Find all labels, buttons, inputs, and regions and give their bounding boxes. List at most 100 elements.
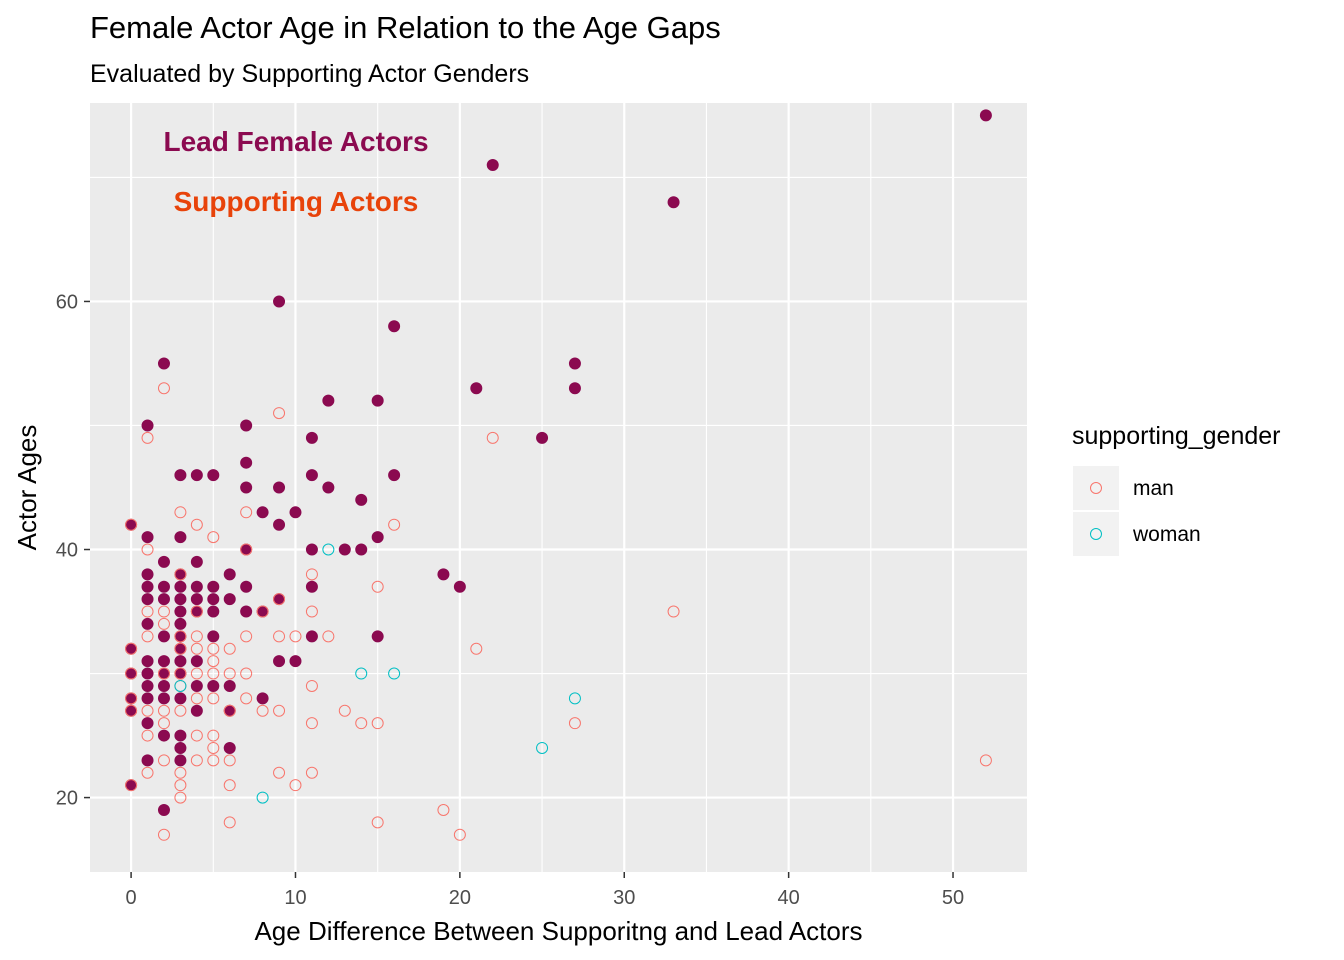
supporting-point-man [371,580,384,593]
supporting-point-man [174,568,187,581]
supporting-point-man [125,642,138,655]
legend-marker-man [1090,482,1102,494]
x-tick-label: 40 [778,887,800,909]
lead-point [157,803,170,816]
lead-point [273,481,286,494]
lead-point [174,617,187,630]
supporting-point-man [190,630,203,643]
supporting-point-man [125,667,138,680]
lead-point [141,754,154,767]
supporting-point-woman [355,667,368,680]
lead-point [305,431,318,444]
supporting-point-man [388,518,401,531]
y-axis-label: Actor Ages [12,425,42,551]
lead-point [388,469,401,482]
supporting-point-man [190,642,203,655]
supporting-point-man [190,667,203,680]
chart-subtitle: Evaluated by Supporting Actor Genders [90,60,530,88]
supporting-point-man [338,704,351,717]
lead-point [305,580,318,593]
lead-point [256,692,269,705]
lead-point [157,580,170,593]
lead-point [190,580,203,593]
supporting-point-man [289,779,302,792]
supporting-point-man [305,766,318,779]
lead-point [157,692,170,705]
supporting-point-man [979,754,992,767]
supporting-point-man [240,667,253,680]
supporting-point-man [207,729,220,742]
lead-point [371,630,384,643]
lead-point [141,655,154,668]
lead-point [157,655,170,668]
lead-point [157,555,170,568]
lead-point [273,655,286,668]
lead-point [141,617,154,630]
lead-point [190,469,203,482]
supporting-point-man [355,717,368,730]
lead-point [190,679,203,692]
lead-point [453,580,466,593]
lead-point [141,679,154,692]
lead-point [240,580,253,593]
lead-point [536,431,549,444]
supporting-point-man [190,754,203,767]
lead-point [371,531,384,544]
lead-point [223,593,236,606]
supporting-point-man [190,692,203,705]
lead-point [223,568,236,581]
supporting-point-man [207,667,220,680]
supporting-point-man [273,704,286,717]
lead-point [174,729,187,742]
supporting-point-man [568,717,581,730]
supporting-point-woman [174,679,187,692]
legend-marker-woman [1090,528,1102,540]
supporting-point-man [174,779,187,792]
supporting-point-man [453,828,466,841]
supporting-point-man [157,754,170,767]
supporting-point-man [157,704,170,717]
supporting-point-man [273,766,286,779]
lead-point [322,394,335,407]
lead-point [157,630,170,643]
supporting-point-woman [322,543,335,556]
supporting-point-man [141,766,154,779]
lead-point [388,320,401,333]
lead-point [667,196,680,209]
supporting-point-man [207,531,220,544]
supporting-point-man [141,543,154,556]
annotation-lead: Lead Female Actors [163,126,428,157]
supporting-point-man [157,667,170,680]
supporting-point-man [174,704,187,717]
lead-point [568,382,581,395]
lead-point [141,419,154,432]
lead-point [141,593,154,606]
supporting-point-man [223,754,236,767]
supporting-point-man [190,729,203,742]
lead-point [190,555,203,568]
supporting-point-man [157,605,170,618]
lead-point [240,419,253,432]
supporting-point-man [223,779,236,792]
lead-point [174,593,187,606]
plot-panel [90,103,1027,872]
supporting-point-man [207,642,220,655]
lead-point [157,679,170,692]
grid-minor [90,103,1027,872]
supporting-point-man [207,692,220,705]
supporting-point-man [273,593,286,606]
lead-point [174,605,187,618]
lead-point [174,655,187,668]
supporting-point-man [141,605,154,618]
supporting-point-man [240,630,253,643]
lead-point [141,692,154,705]
lead-point [305,469,318,482]
supporting-points [125,382,992,841]
y-tick-label: 40 [56,540,78,562]
supporting-point-man [157,828,170,841]
supporting-point-man [305,717,318,730]
lead-point [273,295,286,308]
lead-point [240,481,253,494]
